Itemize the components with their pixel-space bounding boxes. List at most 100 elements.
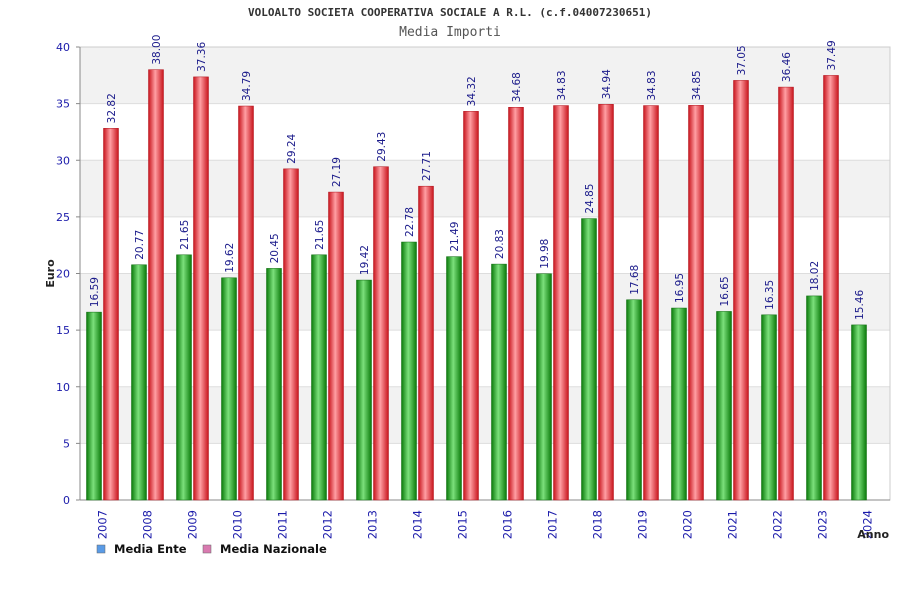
data-label: 20.83 <box>494 229 506 259</box>
data-label: 20.77 <box>134 230 146 260</box>
x-tick-label: 2018 <box>591 510 605 539</box>
grid-band <box>80 443 890 500</box>
x-tick-label: 2010 <box>231 510 245 539</box>
data-label: 21.49 <box>449 222 461 252</box>
grid-band <box>80 386 890 444</box>
bar-media-ente <box>401 241 417 501</box>
bar-media-nazionale <box>238 105 254 501</box>
bar-media-nazionale <box>373 166 389 501</box>
grid-band <box>80 216 890 274</box>
y-tick-label: 30 <box>56 154 70 167</box>
x-tick-label: 2023 <box>816 510 830 539</box>
data-label: 15.46 <box>854 290 866 320</box>
grid-band <box>80 160 890 217</box>
bar-media-ente <box>581 218 597 501</box>
x-tick-label: 2012 <box>321 510 335 539</box>
x-tick-label: 2014 <box>411 510 425 539</box>
data-label: 21.65 <box>179 220 191 250</box>
x-tick-label: 2022 <box>771 510 785 539</box>
data-label: 19.62 <box>224 243 236 273</box>
data-label: 37.05 <box>736 45 748 75</box>
data-label: 34.83 <box>556 70 568 100</box>
data-label: 37.36 <box>196 42 208 72</box>
x-tick-label: 2020 <box>681 510 695 539</box>
y-axis-label: Euro <box>44 259 57 288</box>
bar-media-nazionale <box>553 105 569 501</box>
y-tick-label: 10 <box>56 381 70 394</box>
data-label: 16.65 <box>719 276 731 306</box>
y-tick-label: 0 <box>63 494 70 507</box>
x-tick-label: 2015 <box>456 510 470 539</box>
grid-band <box>80 103 890 161</box>
bar-media-nazionale <box>463 111 479 501</box>
bar-media-nazionale <box>418 185 434 501</box>
bar-media-nazionale <box>598 104 614 501</box>
legend-label: Media Nazionale <box>220 542 327 556</box>
data-label: 19.42 <box>359 245 371 275</box>
bar-media-nazionale <box>148 69 164 501</box>
data-label: 34.83 <box>646 70 658 100</box>
data-label: 34.68 <box>511 72 523 102</box>
chart-subtitle: Media Importi <box>399 25 501 40</box>
bar-media-nazionale <box>103 128 119 501</box>
bar-media-ente <box>131 264 147 501</box>
x-axis-label: Anno <box>857 528 889 541</box>
bar-media-nazionale <box>688 105 704 501</box>
data-label: 16.95 <box>674 273 686 303</box>
data-label: 16.35 <box>764 280 776 310</box>
y-tick-label: 20 <box>56 268 70 281</box>
bar-media-nazionale <box>778 86 794 501</box>
bar-media-ente <box>716 311 732 501</box>
data-label: 19.98 <box>539 239 551 269</box>
data-label: 24.85 <box>584 184 596 214</box>
x-tick-label: 2021 <box>726 510 740 539</box>
data-label: 37.49 <box>826 40 838 70</box>
bar-media-ente <box>761 314 777 501</box>
x-tick-label: 2024 <box>861 510 875 539</box>
x-tick-label: 2009 <box>186 510 200 539</box>
data-label: 34.79 <box>241 71 253 101</box>
data-label: 16.59 <box>89 277 101 307</box>
x-tick-label: 2016 <box>501 510 515 539</box>
grid-band <box>80 273 890 331</box>
data-label: 21.65 <box>314 220 326 250</box>
legend-swatch <box>202 544 212 554</box>
bar-media-ente <box>671 307 687 501</box>
x-tick-label: 2019 <box>636 510 650 539</box>
bar-media-nazionale <box>733 80 749 501</box>
data-label: 32.82 <box>106 93 118 123</box>
data-label: 29.43 <box>376 132 388 162</box>
bar-media-ente <box>356 279 372 501</box>
bar-media-ente <box>221 277 237 501</box>
data-label: 34.85 <box>691 70 703 100</box>
bar-media-nazionale <box>823 75 839 501</box>
bar-media-nazionale <box>328 191 344 501</box>
bar-media-nazionale <box>643 105 659 501</box>
chart-title: VOLOALTO SOCIETA COOPERATIVA SOCIALE A R… <box>248 6 652 19</box>
bar-media-ente <box>806 295 822 501</box>
data-label: 38.00 <box>151 35 163 65</box>
data-label: 17.68 <box>629 265 641 295</box>
bar-media-ente <box>176 254 192 501</box>
bar-media-ente <box>491 263 507 501</box>
bar-media-ente <box>851 324 867 501</box>
bar-media-nazionale <box>508 106 524 501</box>
data-label: 18.02 <box>809 261 821 291</box>
data-label: 34.32 <box>466 76 478 106</box>
x-tick-label: 2017 <box>546 510 560 539</box>
bar-media-ente <box>266 268 282 501</box>
legend-swatch <box>96 544 106 554</box>
x-tick-label: 2011 <box>276 510 290 539</box>
grid-band <box>80 47 890 104</box>
bar-media-ente <box>446 256 462 501</box>
data-label: 22.78 <box>404 207 416 237</box>
data-label: 20.45 <box>269 233 281 263</box>
bar-media-ente <box>626 299 642 501</box>
grid-band <box>80 330 890 387</box>
data-label: 27.71 <box>421 151 433 181</box>
legend-label: Media Ente <box>114 542 187 556</box>
y-tick-label: 35 <box>56 98 70 111</box>
x-tick-label: 2008 <box>141 510 155 539</box>
data-label: 29.24 <box>286 133 298 163</box>
bar-media-ente <box>86 311 102 501</box>
